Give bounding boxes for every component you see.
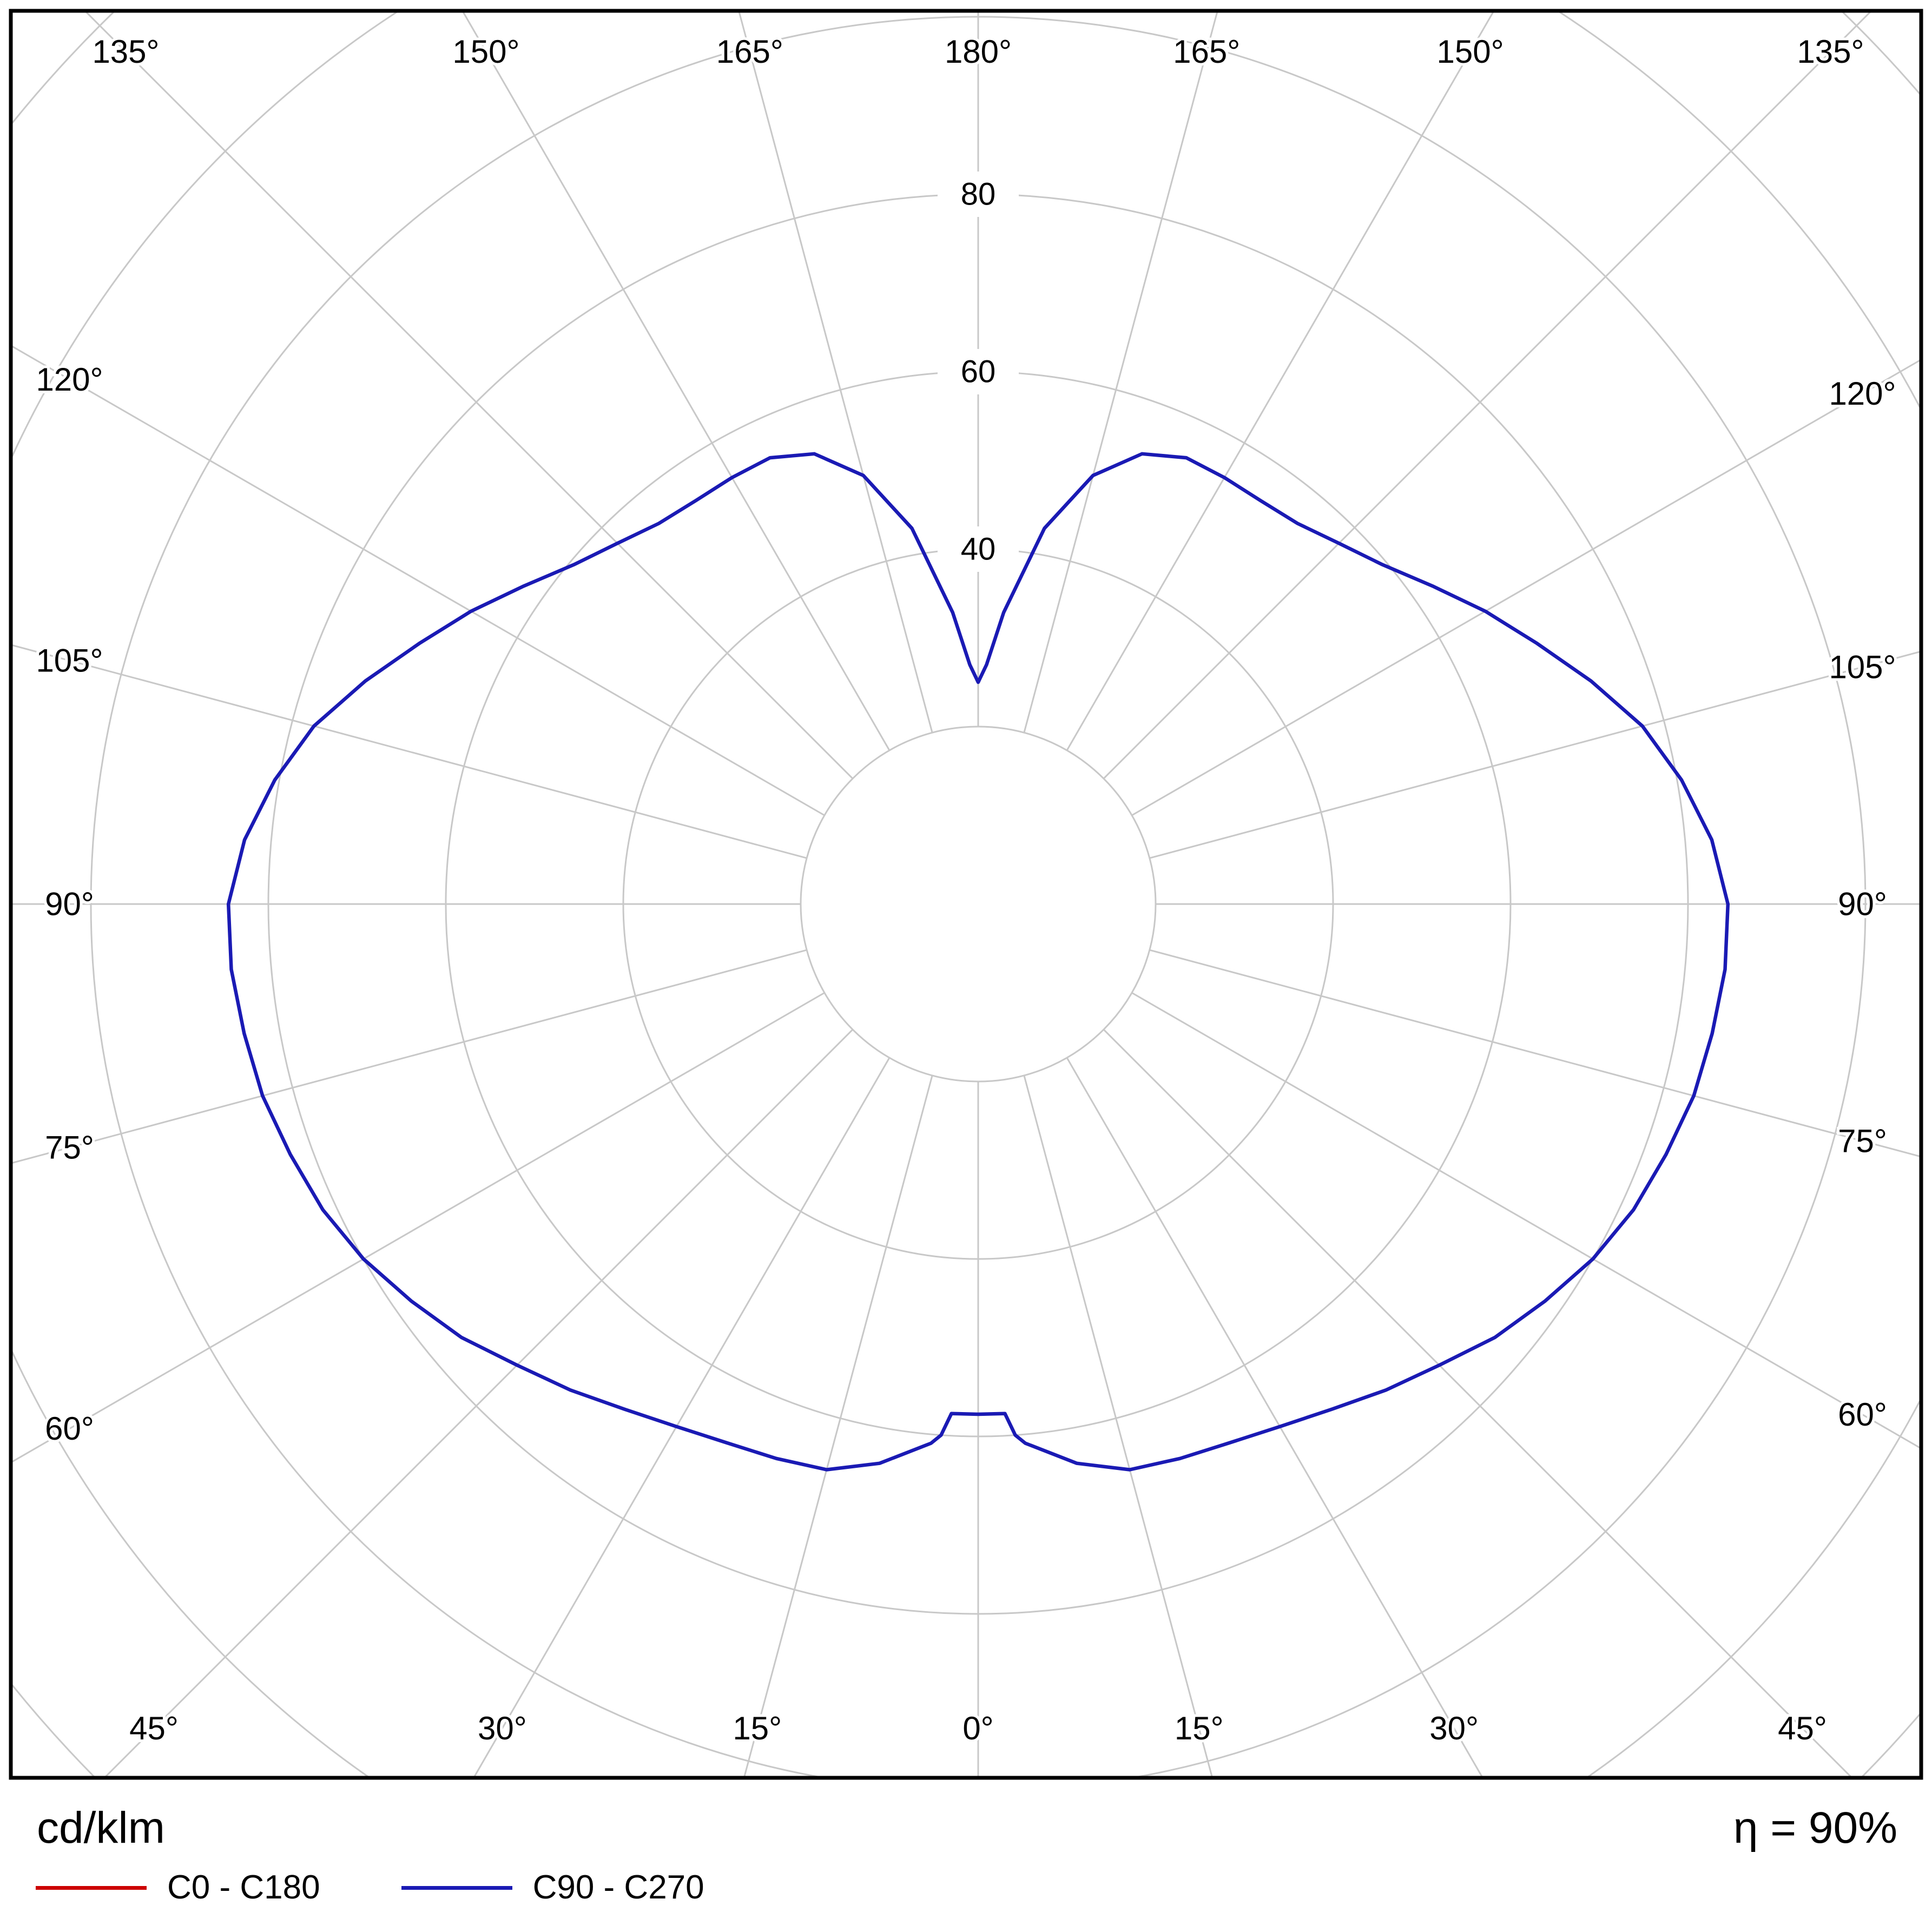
svg-text:120°: 120°	[1829, 375, 1896, 412]
svg-text:60°: 60°	[45, 1410, 94, 1447]
efficiency-label: η = 90%	[1733, 1803, 1897, 1852]
svg-text:60: 60	[961, 354, 996, 390]
svg-text:15°: 15°	[733, 1710, 782, 1746]
svg-text:45°: 45°	[1778, 1710, 1827, 1746]
svg-text:75°: 75°	[45, 1130, 94, 1166]
legend-line-c90-c270	[401, 1885, 512, 1890]
legend-item-c90-c270: C90 - C270	[401, 1871, 704, 1904]
legend-item-c0-c180: C0 - C180	[36, 1871, 320, 1904]
svg-text:150°: 150°	[452, 34, 519, 70]
svg-text:90°: 90°	[45, 886, 94, 922]
svg-text:40: 40	[961, 532, 996, 567]
svg-text:135°: 135°	[1797, 34, 1864, 70]
svg-text:120°: 120°	[36, 361, 103, 398]
svg-text:180°: 180°	[945, 34, 1012, 70]
svg-text:80: 80	[961, 177, 996, 212]
unit-label: cd/klm	[37, 1803, 165, 1852]
svg-text:165°: 165°	[716, 34, 783, 70]
svg-text:45°: 45°	[129, 1710, 179, 1746]
legend: C0 - C180 C90 - C270	[36, 1871, 704, 1904]
svg-text:105°: 105°	[1829, 649, 1896, 685]
legend-line-c0-c180	[36, 1885, 147, 1890]
svg-text:75°: 75°	[1838, 1123, 1887, 1159]
legend-label-c0-c180: C0 - C180	[167, 1869, 320, 1906]
svg-text:150°: 150°	[1437, 34, 1504, 70]
svg-text:90°: 90°	[1838, 886, 1887, 922]
svg-text:0°: 0°	[962, 1710, 993, 1746]
svg-text:135°: 135°	[92, 34, 159, 70]
svg-text:30°: 30°	[478, 1710, 527, 1746]
legend-label-c90-c270: C90 - C270	[532, 1869, 704, 1906]
svg-text:15°: 15°	[1175, 1710, 1224, 1746]
svg-text:105°: 105°	[36, 643, 103, 679]
svg-text:60°: 60°	[1838, 1396, 1887, 1433]
svg-text:30°: 30°	[1429, 1710, 1479, 1746]
svg-text:165°: 165°	[1173, 34, 1240, 70]
